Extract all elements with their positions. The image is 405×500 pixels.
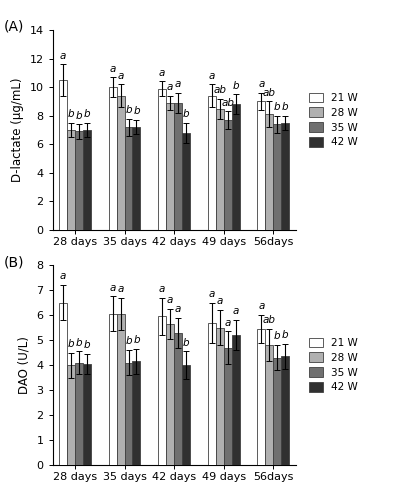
Bar xyxy=(265,345,273,465)
Text: b: b xyxy=(183,338,190,347)
Bar xyxy=(208,96,216,230)
Text: a: a xyxy=(109,64,116,74)
Text: a: a xyxy=(117,70,124,81)
Bar xyxy=(208,322,216,465)
Text: a: a xyxy=(258,80,264,90)
Bar xyxy=(182,133,190,230)
Bar xyxy=(232,335,240,465)
Bar xyxy=(224,120,232,230)
Legend: 21 W, 28 W, 35 W, 42 W: 21 W, 28 W, 35 W, 42 W xyxy=(307,336,360,394)
Bar xyxy=(281,123,289,230)
Bar xyxy=(59,80,67,230)
Text: (B): (B) xyxy=(4,255,25,269)
Legend: 21 W, 28 W, 35 W, 42 W: 21 W, 28 W, 35 W, 42 W xyxy=(307,90,360,150)
Text: a: a xyxy=(60,50,66,60)
Text: b: b xyxy=(183,110,190,120)
Text: b: b xyxy=(125,105,132,115)
Text: b: b xyxy=(274,102,281,112)
Text: a: a xyxy=(159,284,165,294)
Bar xyxy=(273,358,281,465)
Text: a: a xyxy=(209,70,215,81)
Bar xyxy=(174,103,182,230)
Bar xyxy=(59,302,67,465)
Bar xyxy=(67,365,75,465)
Bar xyxy=(265,114,273,230)
Bar xyxy=(258,102,265,230)
Text: a: a xyxy=(224,318,231,328)
Bar xyxy=(281,356,289,465)
Text: a: a xyxy=(159,68,165,78)
Bar xyxy=(132,127,141,230)
Bar xyxy=(125,127,132,230)
Text: b: b xyxy=(133,335,140,345)
Text: a: a xyxy=(209,289,215,299)
Bar xyxy=(109,314,117,465)
Text: b: b xyxy=(274,332,281,342)
Text: ab: ab xyxy=(263,88,276,98)
Y-axis label: DAO (U/L): DAO (U/L) xyxy=(18,336,31,394)
Text: b: b xyxy=(83,340,90,350)
Text: ab: ab xyxy=(221,98,234,108)
Text: a: a xyxy=(232,306,239,316)
Bar xyxy=(232,104,240,230)
Text: b: b xyxy=(68,110,74,120)
Bar xyxy=(117,96,125,230)
Text: a: a xyxy=(117,284,124,294)
Bar xyxy=(117,314,125,465)
Bar xyxy=(216,108,224,230)
Bar xyxy=(67,130,75,230)
Bar xyxy=(216,328,224,465)
Text: a: a xyxy=(109,282,116,292)
Text: b: b xyxy=(68,339,74,349)
Bar xyxy=(224,348,232,465)
Text: b: b xyxy=(133,106,140,117)
Bar xyxy=(182,365,190,465)
Y-axis label: D-lactate (μg/mL): D-lactate (μg/mL) xyxy=(11,78,24,182)
Bar xyxy=(258,329,265,465)
Bar xyxy=(158,88,166,230)
Text: a: a xyxy=(167,295,173,305)
Text: b: b xyxy=(282,330,288,340)
Bar xyxy=(166,103,174,230)
Text: a: a xyxy=(258,302,264,312)
Text: ab: ab xyxy=(213,85,226,95)
Text: b: b xyxy=(83,110,90,120)
Text: a: a xyxy=(60,272,66,281)
Bar xyxy=(75,362,83,465)
Text: b: b xyxy=(76,338,82,347)
Bar xyxy=(273,124,281,230)
Text: (A): (A) xyxy=(4,20,24,34)
Bar xyxy=(174,332,182,465)
Bar xyxy=(125,362,132,465)
Text: ab: ab xyxy=(263,315,276,325)
Bar xyxy=(83,130,91,230)
Text: a: a xyxy=(175,80,181,90)
Bar xyxy=(75,132,83,230)
Text: b: b xyxy=(125,336,132,346)
Text: a: a xyxy=(167,82,173,92)
Text: a: a xyxy=(217,296,223,306)
Bar xyxy=(109,87,117,230)
Bar xyxy=(83,364,91,465)
Bar xyxy=(132,361,141,465)
Bar xyxy=(166,324,174,465)
Text: b: b xyxy=(76,110,82,120)
Bar xyxy=(158,316,166,465)
Text: b: b xyxy=(232,80,239,90)
Text: b: b xyxy=(282,102,288,112)
Text: a: a xyxy=(175,304,181,314)
